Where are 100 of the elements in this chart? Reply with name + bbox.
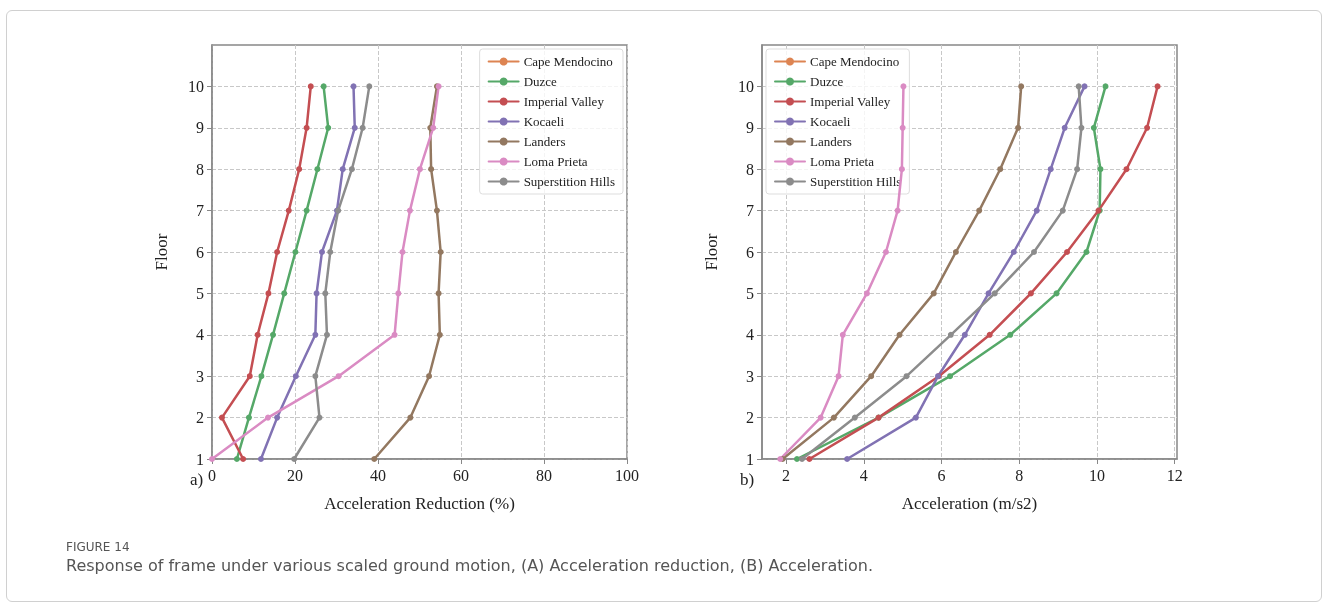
point (961, 331, 968, 338)
point (1027, 290, 1034, 297)
point (793, 456, 800, 462)
legend-label: Kocaeli (810, 114, 851, 129)
legend-label: Kocaeli (523, 114, 565, 129)
point (285, 207, 292, 214)
point (437, 249, 444, 255)
legend-label: Duzce (523, 74, 558, 89)
x-axis-title: Acceleration (m/s2) (901, 494, 1038, 513)
point (291, 456, 298, 462)
point (1144, 124, 1151, 131)
legend-label: Imperial Valley (523, 94, 605, 109)
point (292, 249, 299, 255)
point (868, 373, 875, 380)
point (839, 331, 846, 338)
x-tick-label: 100 (615, 466, 639, 484)
caption: FIGURE 14 (66, 540, 131, 554)
point (233, 456, 240, 462)
y-tick-label: 4 (196, 326, 204, 344)
point (320, 83, 327, 90)
point (245, 414, 252, 421)
x-tick-label: 0 (208, 466, 216, 484)
point (817, 414, 824, 421)
x-tick-label: 80 (536, 466, 552, 484)
y-tick-label: 3 (746, 367, 754, 385)
point (930, 290, 937, 297)
point (351, 124, 358, 131)
point (1053, 290, 1060, 297)
legend-label: Loma Prieta (810, 154, 875, 169)
point (366, 83, 373, 90)
point (985, 290, 992, 297)
point (407, 414, 414, 421)
point (898, 166, 905, 173)
point (254, 331, 261, 338)
point (399, 249, 406, 255)
point (806, 456, 813, 462)
y-tick-label: 2 (746, 409, 754, 427)
point (1154, 83, 1161, 90)
point (1064, 249, 1071, 255)
point (240, 456, 247, 462)
y-tick-label: 5 (746, 284, 754, 302)
x-tick-label: 8 (1015, 466, 1024, 484)
y-axis-title: Floor (702, 233, 721, 271)
point (270, 331, 277, 338)
y-tick-label: 4 (746, 326, 754, 344)
point (257, 456, 264, 462)
x-tick-label: 40 (370, 466, 386, 484)
point (406, 207, 413, 214)
x-tick-label: 60 (453, 466, 469, 484)
point (863, 290, 870, 297)
text: Response of frame under various scaled ground motion, (A) Acceleration reduction, (B) Acceleration. (66, 556, 873, 575)
point (835, 373, 842, 380)
point (327, 249, 334, 255)
point (1033, 207, 1040, 214)
y-axis-title: Floor (152, 233, 171, 271)
point (436, 331, 443, 338)
point (325, 124, 332, 131)
point (312, 373, 319, 380)
point (246, 373, 253, 380)
point (986, 331, 993, 338)
point (1097, 166, 1104, 173)
x-tick-label: 2 (782, 466, 791, 484)
point (1061, 124, 1068, 131)
point (882, 249, 889, 255)
point (274, 249, 281, 255)
point (912, 414, 919, 421)
point (335, 373, 342, 380)
legend-label: Cape Mendocino (810, 54, 900, 69)
point (416, 166, 423, 173)
point (303, 124, 310, 131)
point (894, 207, 901, 214)
point (303, 207, 310, 214)
point (1018, 83, 1025, 90)
y-tick-label: 5 (196, 284, 204, 302)
x-tick-label: 20 (287, 466, 303, 484)
legend-label: Cape Mendocino (523, 54, 613, 69)
y-tick-label: 7 (196, 202, 204, 220)
point (350, 83, 357, 90)
point (896, 331, 903, 338)
x-tick-label: 6 (937, 466, 946, 484)
point (218, 414, 225, 421)
point (312, 331, 319, 338)
text: b) (740, 470, 755, 489)
point (258, 373, 265, 380)
point (391, 331, 398, 338)
legend-label: Landers (810, 134, 852, 149)
point (323, 331, 330, 338)
legend-label: Superstition Hills (810, 174, 902, 189)
y-tick-label: 8 (746, 160, 754, 178)
point (348, 166, 355, 173)
point (976, 207, 983, 214)
point (851, 414, 858, 421)
y-tick-label: 9 (746, 119, 754, 137)
point (426, 373, 433, 380)
point (1059, 207, 1066, 214)
point (947, 373, 954, 380)
point (1075, 83, 1082, 90)
point (274, 414, 281, 421)
point (1007, 331, 1014, 338)
point (1090, 124, 1097, 131)
